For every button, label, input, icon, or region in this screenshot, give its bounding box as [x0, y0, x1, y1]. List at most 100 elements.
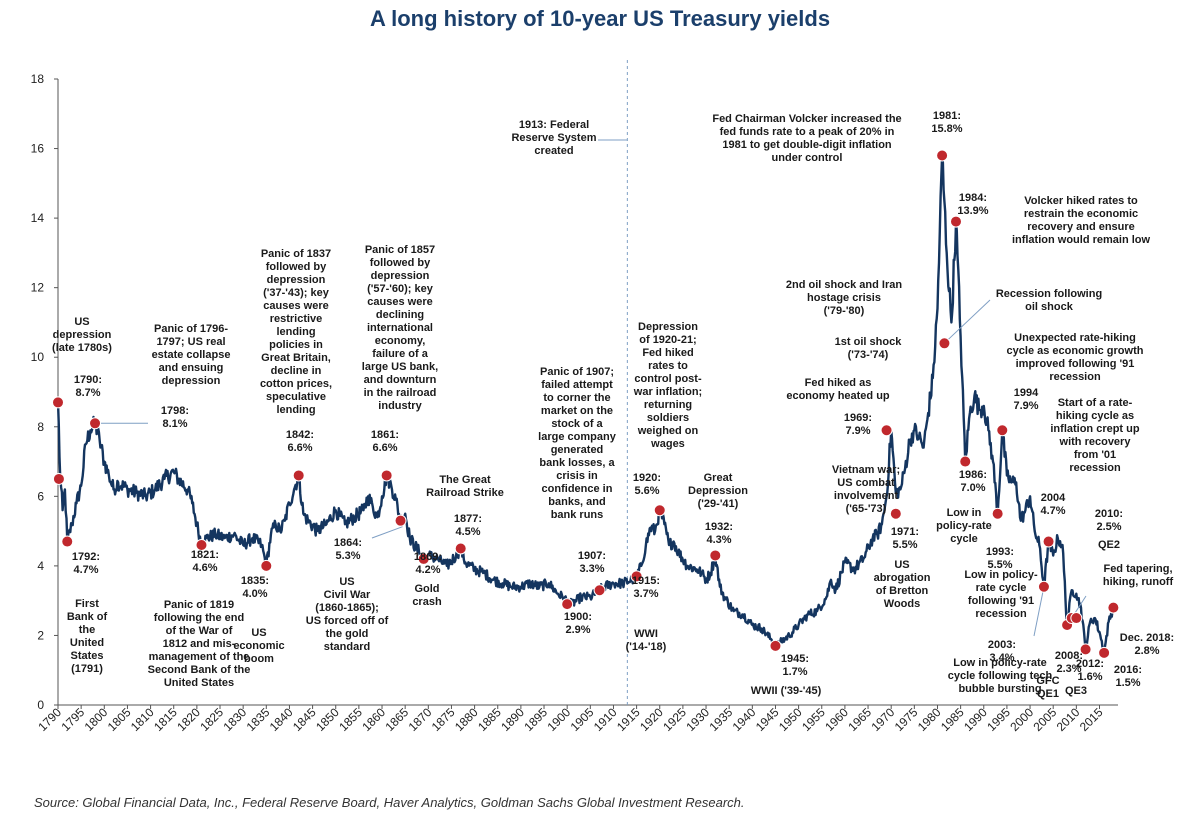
x-tick-label: 1915: [614, 705, 643, 734]
event-annotation: QE2: [1098, 539, 1120, 551]
highlight-label: 1971: 5.5%: [891, 526, 919, 551]
event-annotation: US economic boom: [233, 627, 284, 665]
x-tick-label: 1995: [984, 705, 1013, 734]
x-tick-label: 1990: [961, 705, 990, 734]
highlight-label: 1993: 5.5%: [986, 546, 1014, 571]
highlight-marker: [292, 469, 305, 482]
highlight-label: 1869: 4.2%: [414, 551, 442, 576]
highlight-marker: [260, 559, 273, 572]
event-annotation: 1st oil shock ('73-'74): [835, 336, 903, 361]
highlight-label: 2016: 1.5%: [1114, 664, 1142, 689]
highlight-label: 1945: 1.7%: [781, 653, 809, 678]
highlight-marker: [991, 507, 1004, 520]
event-annotation: Great Depression ('29-'41): [688, 472, 748, 510]
highlight-marker: [1098, 646, 1111, 659]
event-annotation: Low in policy-rate cycle following '91 rec…: [964, 569, 1038, 620]
highlight-marker: [593, 584, 606, 597]
leader-line: [948, 299, 991, 340]
event-annotation: The Great Railroad Strike: [426, 474, 504, 499]
highlight-marker: [394, 514, 407, 527]
event-annotation: Unexpected rate-hiking cycle as economic …: [1007, 332, 1144, 383]
highlight-markers: [52, 149, 1120, 659]
event-annotation: Gold crash: [412, 583, 442, 608]
highlight-marker: [380, 469, 393, 482]
event-annotation: 1913: Federal Reserve System created: [511, 119, 596, 157]
highlight-label: 1877: 4.5%: [454, 513, 482, 538]
leader-line: [1033, 586, 1045, 637]
highlight-marker: [709, 549, 722, 562]
yield-series-line: [56, 154, 1115, 654]
highlight-label: 1798: 8.1%: [161, 405, 189, 430]
highlight-label: 2010: 2.5%: [1095, 508, 1123, 533]
y-tick-label: 12: [31, 281, 45, 295]
event-annotation: Volcker hiked rates to restrain the econo…: [1012, 195, 1151, 246]
x-tick-label: 1815: [151, 705, 180, 734]
highlight-marker: [938, 337, 951, 350]
highlight-label: 1861: 6.6%: [371, 429, 399, 454]
series-layer: [56, 154, 1115, 654]
x-tick-label: 1800: [82, 705, 111, 734]
x-tick-label: 1945: [753, 705, 782, 734]
highlight-marker: [1042, 535, 1055, 548]
event-annotation: GFC QE1: [1036, 675, 1059, 700]
event-annotation: WWII ('39-'45): [751, 685, 822, 697]
highlight-marker: [195, 539, 208, 552]
event-annotation: Panic of 1837 followed by depression ('37-'…: [260, 248, 332, 416]
highlight-marker: [996, 424, 1009, 437]
event-annotation: First Bank of the United States (1791): [67, 598, 108, 675]
x-tick-label: 1795: [58, 705, 87, 734]
event-annotation: Low in policy-rate cycle: [936, 507, 992, 545]
highlight-label: 1969: 7.9%: [844, 412, 872, 437]
x-tick-label: 1825: [197, 705, 226, 734]
event-annotation: Recession following oil shock: [996, 288, 1102, 313]
y-tick-label: 0: [37, 698, 44, 712]
highlight-marker: [52, 396, 64, 409]
highlight-label: 1821: 4.6%: [191, 549, 219, 574]
x-tick-label: 1895: [521, 705, 550, 734]
event-annotation: WWI ('14-'18): [626, 628, 667, 653]
highlight-marker: [1079, 643, 1092, 656]
x-tick-label: 1985: [938, 705, 967, 734]
x-tick-label: 1950: [776, 705, 805, 734]
y-tick-label: 16: [31, 142, 45, 156]
x-tick-label: 1890: [498, 705, 527, 734]
highlight-marker: [61, 535, 74, 548]
x-tick-label: 1865: [383, 705, 412, 734]
event-annotation: US Civil War (1860-1865); US forced off of t…: [306, 576, 389, 653]
highlight-label: 1915: 3.7%: [632, 575, 660, 600]
x-tick-label: 1870: [406, 705, 435, 734]
event-annotation: Fed Chairman Volcker increased the fed fu…: [712, 113, 901, 164]
highlight-label: 1994 7.9%: [1013, 387, 1039, 412]
highlight-label: 2004 4.7%: [1040, 492, 1066, 517]
highlight-label: 1932: 4.3%: [705, 521, 733, 546]
highlight-marker: [417, 552, 430, 565]
highlight-label: 1981: 15.8%: [931, 110, 962, 135]
x-tick-label: 1850: [313, 705, 342, 734]
highlight-marker: [52, 472, 65, 485]
highlight-marker: [880, 424, 893, 437]
event-annotation: 2nd oil shock and Iran hostage crisis ('79…: [786, 279, 902, 317]
highlight-label: 1790: 8.7%: [74, 374, 102, 399]
event-annotation: QE3: [1065, 685, 1087, 697]
highlight-marker: [561, 598, 574, 611]
y-tick-label: 8: [37, 420, 44, 434]
y-tick-label: 2: [37, 628, 44, 642]
highlight-marker: [1070, 612, 1083, 625]
x-tick-label: 1920: [637, 705, 666, 734]
x-tick-label: 1910: [591, 705, 620, 734]
event-annotation: Low in policy-rate cycle following tech bu…: [948, 657, 1053, 695]
x-tick-label: 1840: [267, 705, 296, 734]
annotations: US depression (late 1780s) Panic of 1796-17…: [52, 113, 1173, 700]
highlight-label: 1907: 3.3%: [578, 550, 606, 575]
x-tick-label: 1885: [475, 705, 504, 734]
x-tick-label: 1845: [290, 705, 319, 734]
x-tick-label: 1855: [336, 705, 365, 734]
event-annotation: US depression (late 1780s): [52, 316, 112, 354]
x-tick-label: 2000: [1007, 705, 1036, 734]
event-annotation: Fed hiked as economy heated up: [786, 377, 890, 402]
highlight-marker: [769, 639, 782, 652]
x-tick-label: 1860: [359, 705, 388, 734]
x-tick-label: 1805: [105, 705, 134, 734]
highlight-label: Dec. 2018: 2.8%: [1120, 632, 1174, 657]
highlight-label: 1986: 7.0%: [959, 469, 987, 494]
